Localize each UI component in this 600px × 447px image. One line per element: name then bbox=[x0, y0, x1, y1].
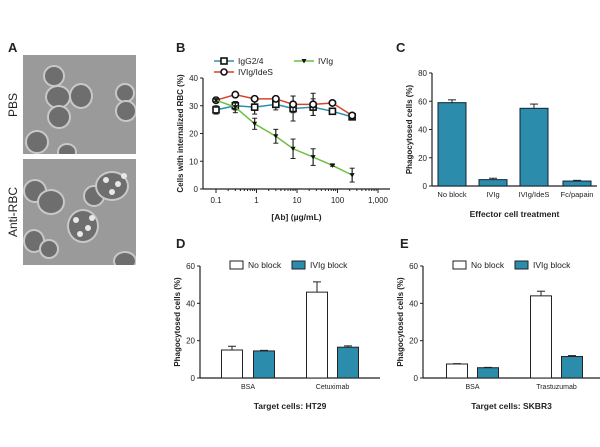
data-point bbox=[273, 134, 279, 139]
x-axis-label: Target cells: HT29 bbox=[254, 401, 327, 411]
data-point bbox=[250, 103, 259, 111]
data-point bbox=[232, 105, 238, 110]
y-axis-label: Phagocytosed cells (%) bbox=[396, 277, 405, 367]
y-tick-label: 20 bbox=[186, 337, 195, 346]
legend-label: No block bbox=[248, 260, 282, 270]
y-tick-label: 60 bbox=[418, 97, 427, 106]
legend-label: IVIg/IdeS bbox=[238, 67, 273, 77]
x-tick-label: 1 bbox=[254, 196, 259, 205]
data-point bbox=[310, 155, 316, 160]
bar-Trastuzumab-IVIg block bbox=[561, 356, 583, 379]
data-point bbox=[328, 98, 337, 107]
x-tick-label: Cetuximab bbox=[316, 384, 350, 391]
y-tick-label: 20 bbox=[418, 154, 427, 163]
x-axis-label: [Ab] (µg/mL) bbox=[271, 212, 321, 222]
x-axis-label: Target cells: SKBR3 bbox=[471, 401, 552, 411]
data-point bbox=[250, 94, 259, 103]
data-point bbox=[348, 111, 357, 120]
bar-IVIg bbox=[478, 179, 508, 187]
panel-label-c: C bbox=[396, 40, 406, 55]
panel-label-d: D bbox=[176, 236, 185, 251]
data-point bbox=[213, 98, 219, 103]
x-tick-label: IVIg bbox=[486, 190, 499, 199]
x-tick-label: Fc/papain bbox=[561, 190, 594, 199]
y-tick-label: 30 bbox=[189, 102, 198, 111]
x-tick-label: 1,000 bbox=[368, 196, 389, 205]
y-tick-label: 20 bbox=[409, 337, 418, 346]
data-point bbox=[309, 100, 318, 109]
legend-swatch bbox=[291, 260, 306, 270]
y-axis-label: Phagocytosed cells (%) bbox=[173, 277, 182, 367]
bar-No block bbox=[437, 102, 467, 187]
data-point bbox=[290, 146, 296, 152]
micrograph-anti-rbc bbox=[23, 159, 136, 265]
y-axis-label: Phagocytosed cells (%) bbox=[405, 84, 414, 174]
y-tick-label: 80 bbox=[418, 69, 427, 78]
y-tick-label: 40 bbox=[186, 299, 195, 308]
bar-Cetuximab-IVIg block bbox=[337, 346, 359, 379]
row-label-anti-rbc: Anti-RBC bbox=[6, 187, 20, 237]
panel-label-e: E bbox=[400, 236, 409, 251]
y-tick-label: 40 bbox=[189, 74, 198, 83]
y-tick-label: 60 bbox=[409, 262, 418, 271]
legend-label: No block bbox=[471, 260, 505, 270]
data-point bbox=[328, 107, 337, 116]
y-tick-label: 60 bbox=[186, 262, 195, 271]
y-tick-label: 0 bbox=[423, 182, 428, 191]
data-point bbox=[329, 163, 335, 168]
data-point bbox=[212, 106, 220, 114]
data-point bbox=[271, 94, 280, 103]
panel-label-b: B bbox=[176, 40, 185, 55]
legend-marker bbox=[220, 57, 228, 65]
bar-IVIg/IdeS bbox=[519, 107, 549, 187]
legend-label: IVIg bbox=[318, 56, 333, 66]
legend-swatch bbox=[229, 260, 244, 270]
y-tick-label: 20 bbox=[189, 130, 198, 139]
bar-BSA-No block bbox=[446, 363, 468, 379]
y-tick-label: 0 bbox=[191, 374, 196, 383]
data-point bbox=[289, 100, 298, 109]
bar-Cetuximab-No block bbox=[306, 291, 328, 379]
data-point bbox=[252, 121, 258, 127]
micrograph-pbs bbox=[23, 55, 136, 154]
y-tick-label: 40 bbox=[418, 126, 427, 135]
x-tick-label: 100 bbox=[331, 196, 345, 205]
legend-label: IgG2/4 bbox=[238, 56, 264, 66]
data-point bbox=[349, 173, 355, 178]
series-line-IVIg bbox=[215, 99, 353, 176]
y-tick-label: 10 bbox=[189, 157, 198, 166]
bar-BSA-IVIg block bbox=[477, 367, 499, 379]
legend-marker bbox=[301, 59, 307, 64]
x-axis-label: Effector cell treatment bbox=[470, 209, 560, 219]
x-tick-label: BSA bbox=[241, 384, 255, 391]
x-tick-label: No block bbox=[437, 190, 466, 199]
y-tick-label: 0 bbox=[414, 374, 419, 383]
legend-swatch bbox=[452, 260, 467, 270]
y-tick-label: 40 bbox=[409, 299, 418, 308]
bar-Fc/papain bbox=[562, 180, 592, 187]
x-tick-label: 10 bbox=[293, 196, 302, 205]
data-point bbox=[231, 90, 240, 99]
x-tick-label: IVIg/IdeS bbox=[519, 190, 550, 199]
bar-BSA-No block bbox=[221, 349, 243, 379]
legend-label: IVIg block bbox=[310, 260, 348, 270]
x-tick-label: BSA bbox=[465, 384, 479, 391]
bar-BSA-IVIg block bbox=[253, 350, 275, 379]
bar-Trastuzumab-No block bbox=[530, 295, 552, 379]
x-tick-label: Trastuzumab bbox=[536, 384, 577, 391]
legend-marker bbox=[220, 68, 228, 76]
y-tick-label: 0 bbox=[194, 185, 199, 194]
legend-label: IVIg block bbox=[533, 260, 571, 270]
panel-label-a: A bbox=[8, 40, 18, 55]
row-label-pbs: PBS bbox=[6, 93, 20, 117]
y-axis-label: Cells with internalized RBC (%) bbox=[176, 74, 185, 193]
x-tick-label: 0.1 bbox=[210, 196, 222, 205]
legend-swatch bbox=[514, 260, 529, 270]
